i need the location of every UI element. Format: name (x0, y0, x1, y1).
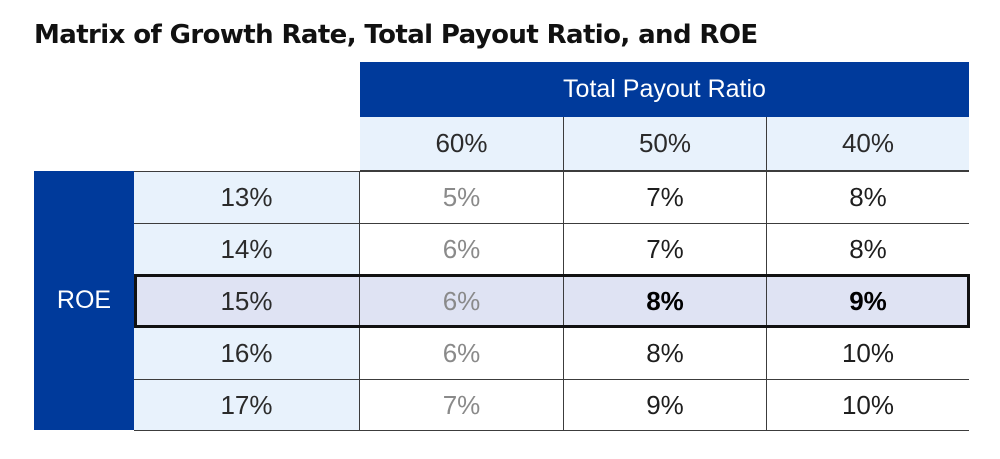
column-header-50: 50% (563, 117, 766, 171)
table-cell: 9% (563, 379, 766, 431)
table-cell: 6% (360, 275, 563, 327)
table-cell: 10% (766, 327, 969, 379)
table-cell: 10% (766, 379, 969, 431)
table-cell: 5% (360, 171, 563, 223)
row-header-14: 14% (134, 223, 360, 275)
table-cell: 7% (360, 379, 563, 431)
table-cell-bold: 9% (766, 275, 969, 327)
table-cell-bold: 8% (563, 275, 766, 327)
row-group-header: ROE (34, 171, 134, 430)
row-header-13: 13% (134, 171, 360, 223)
table-cell: 8% (563, 327, 766, 379)
table-cell: 8% (766, 223, 969, 275)
column-header-60: 60% (360, 117, 563, 171)
row-header-15: 15% (134, 275, 360, 327)
column-group-header: Total Payout Ratio (360, 62, 969, 117)
table-cell: 7% (563, 223, 766, 275)
row-header-16: 16% (134, 327, 360, 379)
table-cell: 6% (360, 223, 563, 275)
table-bottom-border (134, 430, 969, 431)
row-header-17: 17% (134, 379, 360, 431)
table-cell: 8% (766, 171, 969, 223)
chart-title: Matrix of Growth Rate, Total Payout Rati… (34, 20, 758, 50)
table-cell: 7% (563, 171, 766, 223)
column-header-40: 40% (766, 117, 969, 171)
table-cell: 6% (360, 327, 563, 379)
highlight-row-background (134, 275, 969, 327)
